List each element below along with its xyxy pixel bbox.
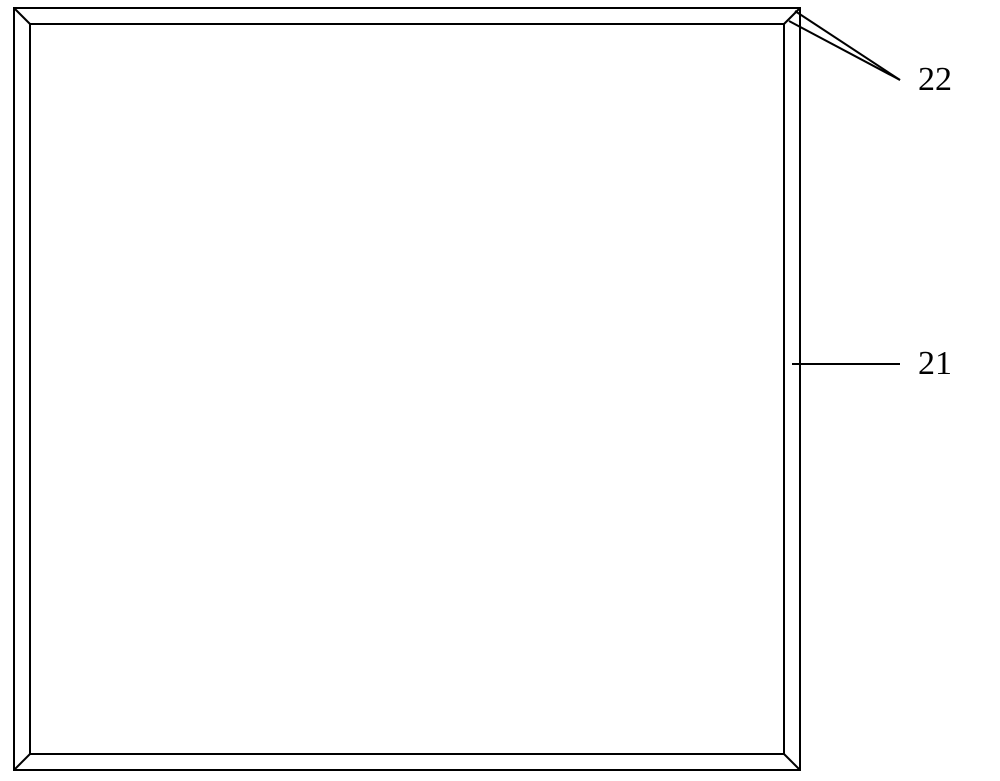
reference-label-21: 21 xyxy=(918,345,952,382)
technical-diagram: 22 21 xyxy=(0,0,1000,781)
outer-frame xyxy=(14,8,800,770)
reference-label-22: 22 xyxy=(918,61,952,98)
leader-22 xyxy=(795,11,900,80)
miter-line xyxy=(784,754,800,770)
inner-frame xyxy=(30,24,784,754)
corner-miters xyxy=(14,8,800,770)
leader-22 xyxy=(789,21,900,80)
leader-lines xyxy=(789,11,900,364)
miter-line xyxy=(14,8,30,24)
miter-line xyxy=(14,754,30,770)
